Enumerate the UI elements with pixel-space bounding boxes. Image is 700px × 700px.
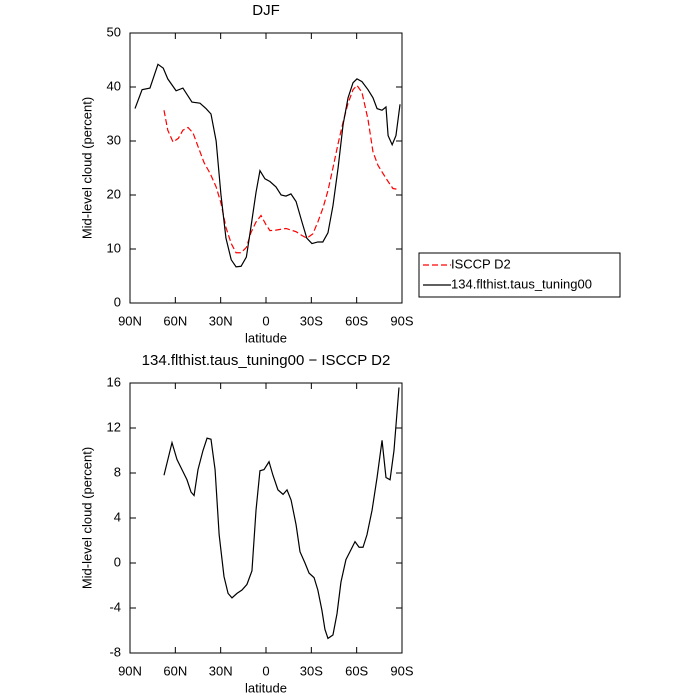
x-tick-label: 30S xyxy=(300,313,323,328)
chart-title: DJF xyxy=(252,2,280,19)
x-tick-label: 30S xyxy=(300,663,323,678)
y-tick-label: 16 xyxy=(107,374,121,389)
y-tick-label: 0 xyxy=(114,294,121,309)
x-tick-label: 0 xyxy=(262,663,269,678)
y-tick-label: -4 xyxy=(109,599,121,614)
y-tick-label: 4 xyxy=(114,509,121,524)
y-tick-label: 10 xyxy=(107,240,121,255)
x-tick-label: 60N xyxy=(163,313,187,328)
chart-title: 134.flthist.taus_tuning00 − ISCCP D2 xyxy=(142,352,391,369)
legend-box xyxy=(418,252,621,298)
y-tick-label: 12 xyxy=(107,419,121,434)
y-tick-label: 30 xyxy=(107,132,121,147)
x-tick-label: 0 xyxy=(262,313,269,328)
x-tick-label: 30N xyxy=(209,663,233,678)
x-axis-label: latitude xyxy=(245,680,287,695)
plot-frame xyxy=(129,32,403,304)
panel: 134.flthist.taus_tuning00 − ISCCP D2 lati… xyxy=(79,352,413,695)
legend-label: 134.flthist.taus_tuning00 xyxy=(451,276,592,291)
x-tick-label: 90N xyxy=(118,313,142,328)
x-tick-label: 60N xyxy=(163,663,187,678)
y-tick-label: 0 xyxy=(114,554,121,569)
plot-frame xyxy=(129,382,403,654)
data-line xyxy=(134,63,401,268)
x-tick-label: 90N xyxy=(118,663,142,678)
y-tick-label: 8 xyxy=(114,464,121,479)
panel: DJF latitude Mid-level cloud (percent) 90N 6… xyxy=(79,2,621,345)
x-axis-label: latitude xyxy=(245,330,287,345)
y-tick-label: 40 xyxy=(107,78,121,93)
x-tick-label: 60S xyxy=(345,313,368,328)
x-tick-label: 90S xyxy=(390,313,413,328)
y-tick-label: -8 xyxy=(109,644,121,659)
y-tick-label: 20 xyxy=(107,186,121,201)
x-tick-label: 30N xyxy=(209,313,233,328)
y-axis-label: Mid-level cloud (percent) xyxy=(79,447,94,589)
data-line xyxy=(163,84,400,254)
x-tick-label: 90S xyxy=(390,663,413,678)
y-axis-label: Mid-level cloud (percent) xyxy=(79,97,94,239)
legend-label: ISCCP D2 xyxy=(451,256,511,271)
data-line xyxy=(163,387,400,640)
y-tick-label: 50 xyxy=(107,24,121,39)
x-tick-label: 60S xyxy=(345,663,368,678)
